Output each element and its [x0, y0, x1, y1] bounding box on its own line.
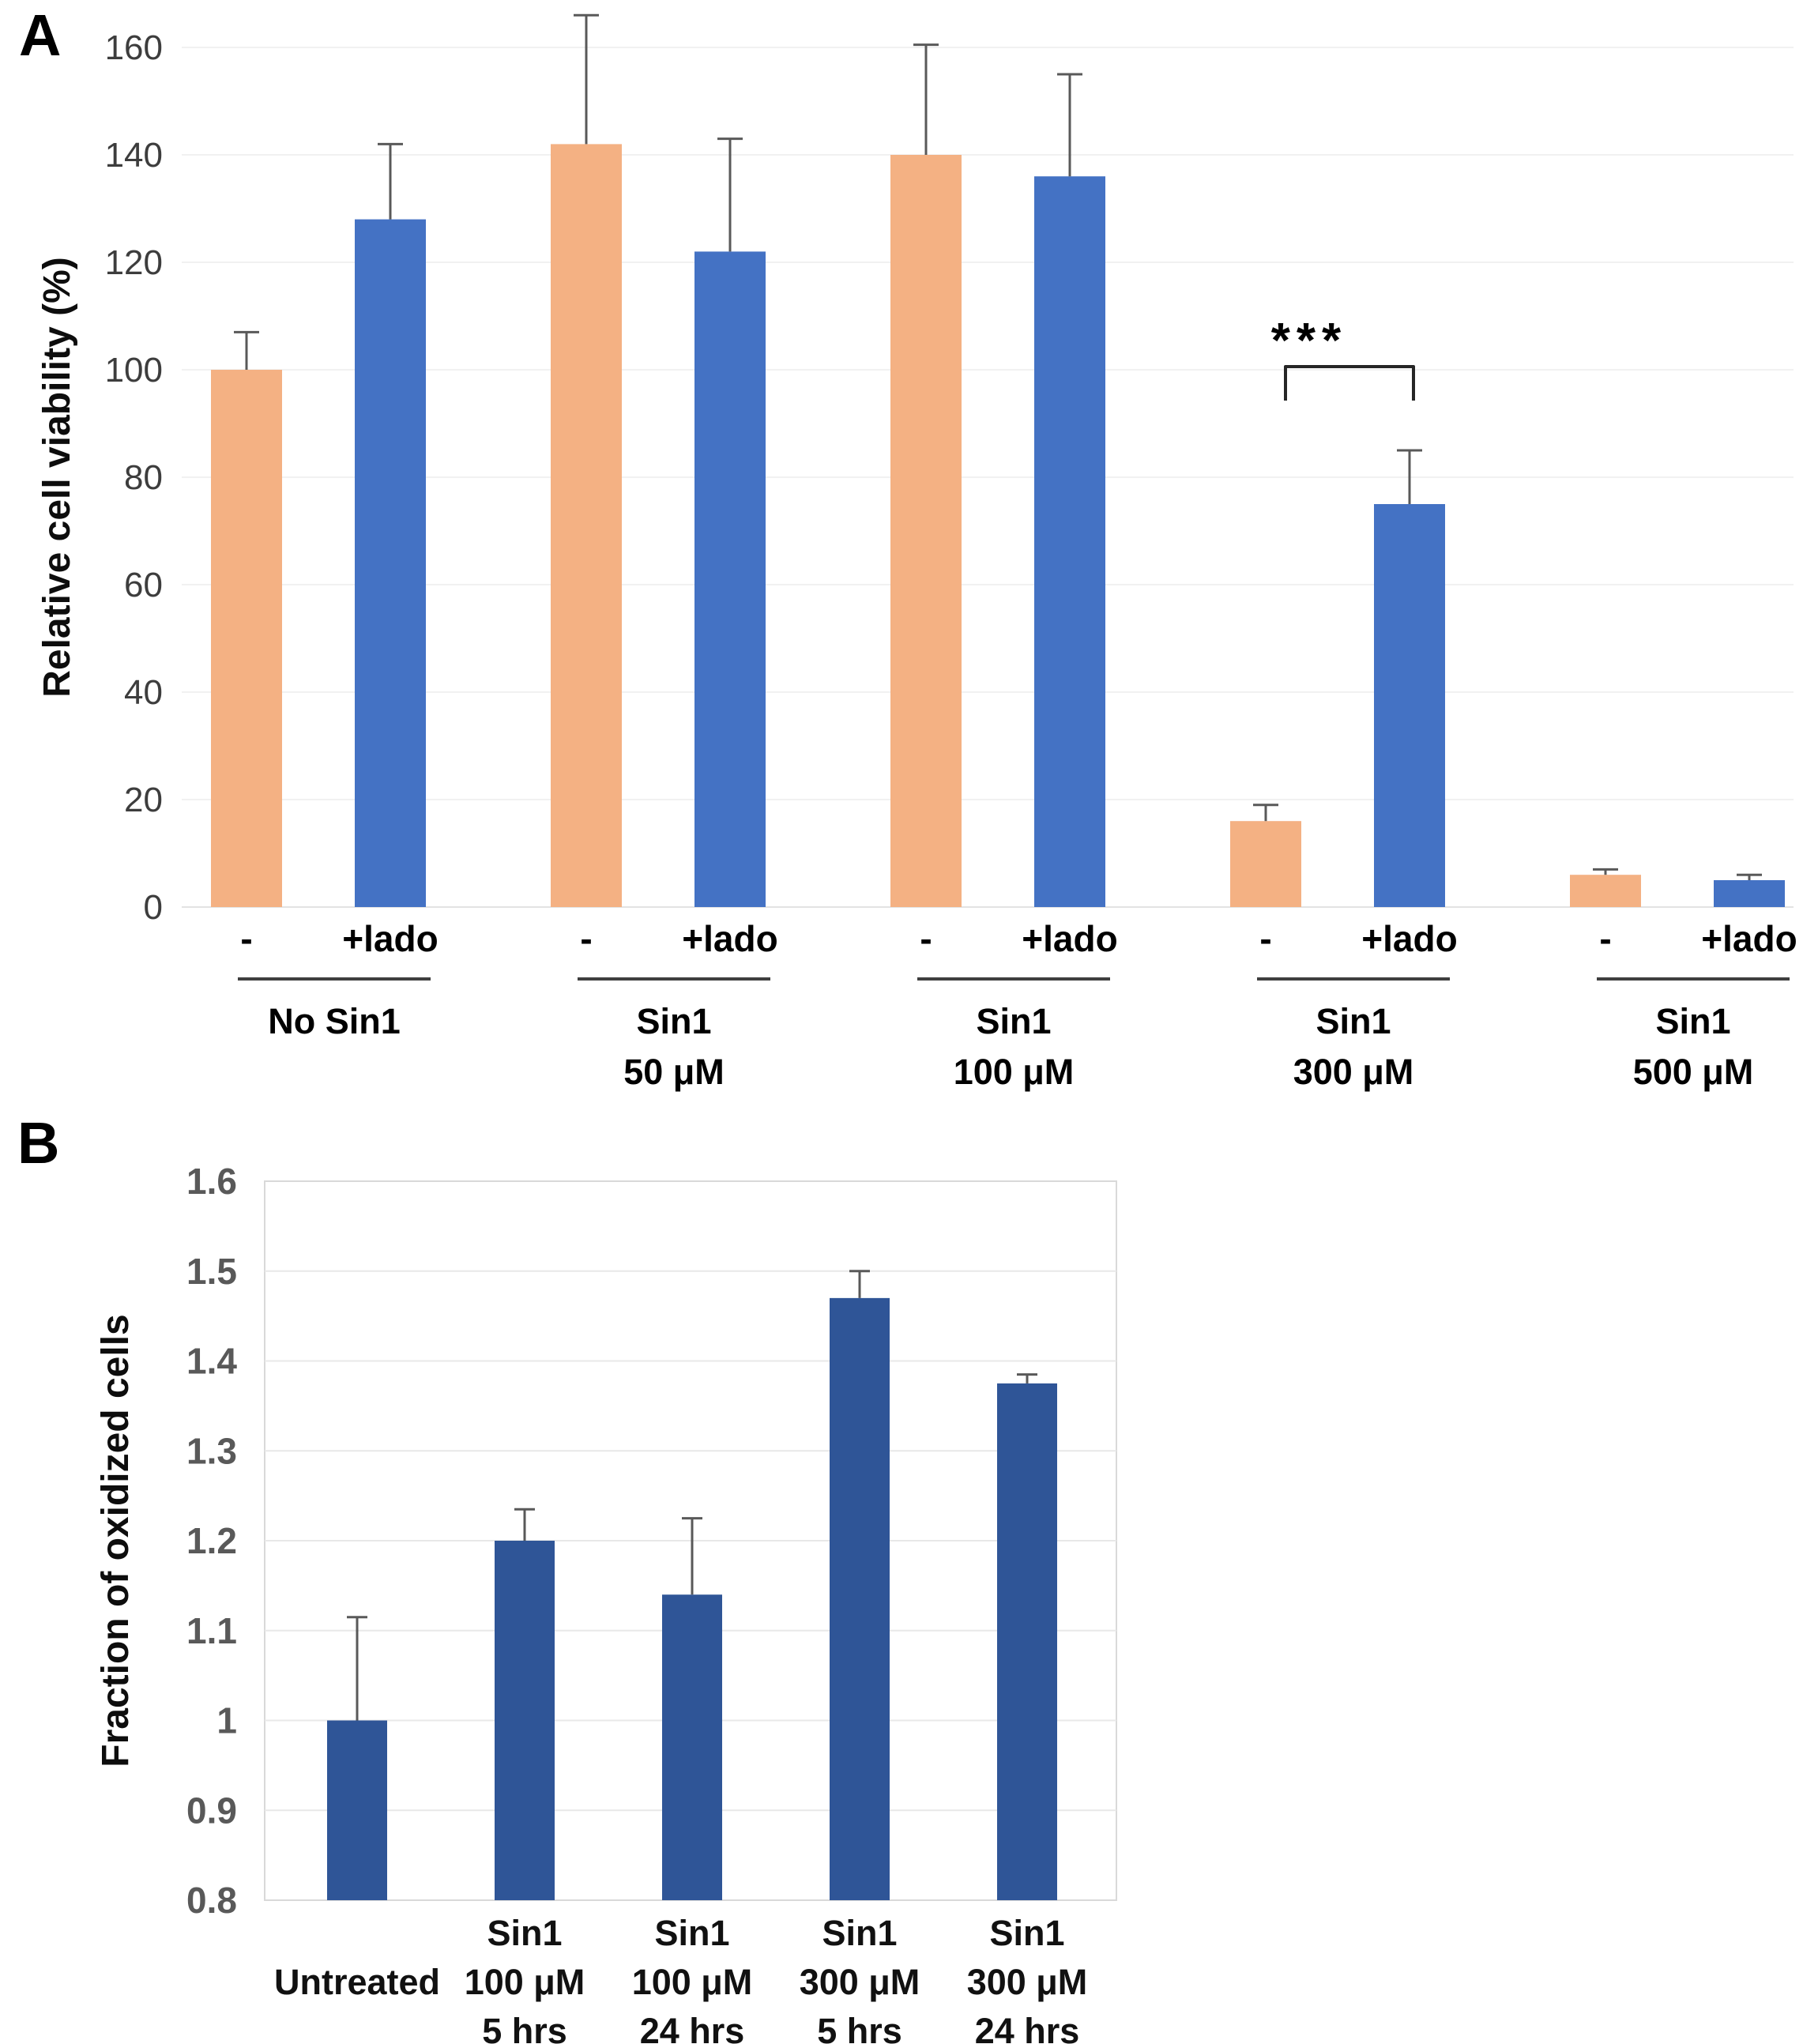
category-label: 100 μM	[632, 1962, 753, 2002]
bar-label: +lado	[1022, 918, 1117, 959]
bar-label: +lado	[1361, 918, 1457, 959]
group-label: 100 μM	[954, 1052, 1075, 1092]
group-label: No Sin1	[268, 1001, 401, 1041]
group-label: 500 μM	[1633, 1052, 1754, 1092]
bar	[355, 219, 426, 908]
group-label: 50 μM	[623, 1052, 725, 1092]
bar-label: -	[580, 918, 592, 959]
bar	[1034, 176, 1105, 907]
category-label: 300 μM	[800, 1962, 920, 2002]
group-label: Sin1	[1316, 1001, 1391, 1041]
bar-label: +lado	[342, 918, 438, 959]
y-tick-label: 60	[124, 566, 163, 604]
bar	[1714, 880, 1785, 907]
bar	[662, 1594, 722, 1900]
y-tick-label: 120	[105, 243, 163, 282]
bar	[211, 370, 282, 907]
y-tick-label: 0.9	[186, 1790, 237, 1831]
bar-label: +lado	[1701, 918, 1797, 959]
bar-label: -	[240, 918, 252, 959]
bar	[694, 251, 766, 907]
panel-a-chart: 0 20 40 60 80 100 120 140 160 Relative cell viabi…	[36, 13, 1797, 1092]
y-axis-title: Fraction of oxidized cells	[95, 1314, 137, 1767]
bar	[327, 1720, 387, 1900]
panel-b-letter: B	[17, 1110, 60, 1176]
category-label: 5 hrs	[817, 2011, 902, 2044]
group-label: Sin1	[1655, 1001, 1730, 1041]
y-tick-label: 0	[144, 888, 163, 927]
bar	[495, 1541, 555, 1900]
group-label: Sin1	[976, 1001, 1051, 1041]
category-label: 100 μM	[465, 1962, 585, 2002]
y-axis-title: Relative cell viability (%)	[36, 257, 78, 698]
category-label: 300 μM	[967, 1962, 1088, 2002]
y-tick-label: 0.8	[186, 1880, 237, 1921]
category-label: 5 hrs	[482, 2011, 567, 2044]
category-label: Sin1	[822, 1913, 897, 1953]
y-tick-label: 80	[124, 458, 163, 497]
bar	[1570, 875, 1641, 907]
bar-label: -	[1599, 918, 1611, 959]
y-tick-label: 1.1	[186, 1610, 237, 1651]
bar-label: -	[920, 918, 932, 959]
y-tick-label: 100	[105, 351, 163, 390]
y-tick-label: 160	[105, 28, 163, 67]
category-label: Sin1	[654, 1913, 729, 1953]
y-tick-label: 1.5	[186, 1251, 237, 1292]
bar	[551, 144, 622, 907]
bar-label: -	[1259, 918, 1271, 959]
y-tick-label: 1.2	[186, 1520, 237, 1561]
bar	[1230, 821, 1301, 907]
group-label: Sin1	[636, 1001, 711, 1041]
group-label: 300 μM	[1293, 1052, 1414, 1092]
y-tick-label: 20	[124, 781, 163, 819]
significance-bracket	[1284, 365, 1415, 401]
y-tick-label: 40	[124, 673, 163, 712]
y-tick-label: 1.4	[186, 1341, 237, 1382]
bar	[830, 1297, 890, 1900]
y-tick-label: 1.3	[186, 1430, 237, 1471]
category-label: 24 hrs	[640, 2011, 745, 2044]
bar	[997, 1383, 1057, 1900]
y-tick-label: 1.6	[186, 1161, 237, 1202]
bar-label: +lado	[682, 918, 777, 959]
y-tick-label: 1	[216, 1700, 237, 1741]
significance-stars: ***	[1271, 314, 1347, 368]
y-tick-label: 140	[105, 136, 163, 175]
panel-a-letter: A	[19, 2, 62, 68]
category-label: Sin1	[989, 1913, 1064, 1953]
bar	[890, 155, 962, 907]
bar	[1374, 504, 1445, 907]
panel-b-chart: 0.8 0.9 1 1.1 1.2 1.3 1.4 1.5 1.6 Fraction of oxi…	[95, 1161, 1117, 2044]
category-label: Untreated	[274, 1962, 440, 2002]
category-label: 24 hrs	[975, 2011, 1080, 2044]
category-label: Sin1	[487, 1913, 562, 1953]
